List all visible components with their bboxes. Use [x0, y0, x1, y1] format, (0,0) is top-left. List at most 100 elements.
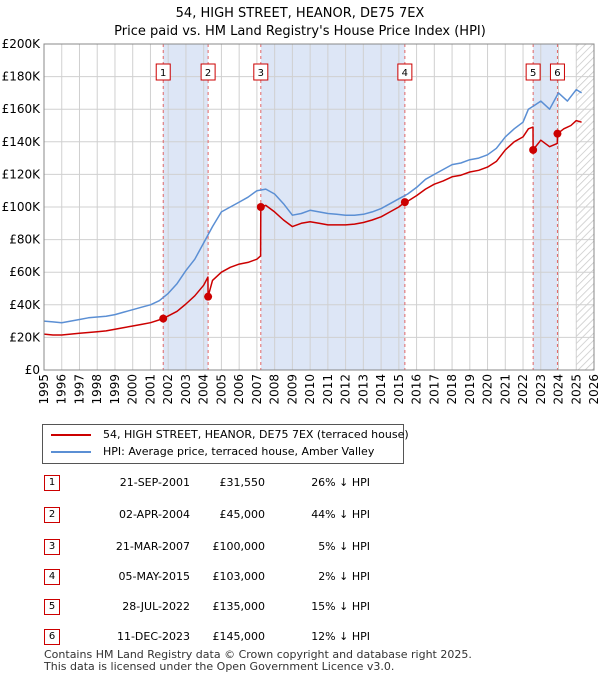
y-tick-label: £60K: [9, 265, 41, 279]
sale-number-label: 5: [530, 68, 536, 79]
x-tick-label: 2021: [498, 374, 512, 405]
sale-number-badge: 4: [44, 569, 60, 585]
y-tick-label: £120K: [2, 167, 42, 181]
sale-hpi-diff: 15% ↓ HPI: [311, 600, 370, 613]
sale-date: 02-APR-2004: [118, 508, 190, 521]
x-tick-label: 2022: [516, 374, 530, 405]
sale-hpi-diff: 12% ↓ HPI: [311, 630, 370, 643]
x-tick-label: 1995: [37, 374, 51, 405]
x-tick-label: 2010: [303, 374, 317, 405]
sale-row: 2 02-APR-2004 £45,000 44% ↓ HPI: [0, 505, 600, 525]
x-tick-label: 1996: [55, 374, 69, 405]
sale-date: 05-MAY-2015: [118, 570, 190, 583]
x-tick-label: 2023: [534, 374, 548, 405]
sale-price: £135,000: [212, 600, 266, 613]
sale-date: 28-JUL-2022: [122, 600, 190, 613]
x-tick-label: 2015: [392, 374, 406, 405]
x-tick-label: 2000: [126, 374, 140, 405]
sale-point: [159, 314, 168, 323]
price-chart: 1 2 3 4 5 6 £0 £20K £40K £60K £80K £100K £120K £140K…: [2, 37, 600, 405]
sale-point: [553, 129, 562, 138]
x-tick-label: 2018: [445, 374, 459, 405]
footer-line-copyright: Contains HM Land Registry data © Crown c…: [44, 648, 472, 661]
sale-price: £31,550: [219, 476, 266, 489]
legend-swatch-hpi: [51, 451, 91, 453]
legend-item-hpi: HPI: Average price, terraced house, Ambe…: [51, 444, 374, 460]
x-tick-label: 2003: [179, 374, 193, 405]
x-tick-label: 2020: [481, 374, 495, 405]
sale-price: £45,000: [219, 508, 266, 521]
x-tick-label: 1998: [90, 374, 104, 405]
sale-point: [529, 145, 538, 154]
y-tick-label: £180K: [2, 70, 42, 84]
y-tick-label: £80K: [9, 233, 41, 247]
sale-point: [204, 292, 213, 301]
sale-date: 21-MAR-2007: [115, 540, 190, 553]
legend-item-property: 54, HIGH STREET, HEANOR, DE75 7EX (terra…: [51, 427, 409, 443]
x-tick-label: 2013: [356, 374, 370, 405]
sale-number-badge: 3: [44, 539, 60, 555]
x-tick-label: 1997: [72, 374, 86, 405]
legend-label-property: 54, HIGH STREET, HEANOR, DE75 7EX (terra…: [103, 428, 409, 441]
y-tick-label: £200K: [2, 37, 42, 51]
legend-label-hpi: HPI: Average price, terraced house, Ambe…: [103, 445, 375, 458]
y-tick-label: £0: [25, 363, 40, 377]
x-tick-label: 2011: [321, 374, 335, 405]
x-tick-label: 2006: [232, 374, 246, 405]
sale-price: £100,000: [212, 540, 266, 553]
y-tick-label: £40K: [9, 298, 41, 312]
x-tick-label: 2014: [374, 374, 388, 405]
chart-legend: 54, HIGH STREET, HEANOR, DE75 7EX (terra…: [42, 424, 409, 464]
x-tick-label: 2026: [587, 374, 600, 405]
y-tick-label: £140K: [2, 135, 42, 149]
sale-number-badge: 6: [44, 629, 60, 645]
x-tick-label: 2008: [268, 374, 282, 405]
x-tick-label: 2016: [410, 374, 424, 405]
x-tick-label: 2024: [552, 374, 566, 405]
sale-number-badge: 5: [44, 599, 60, 615]
footer-line-licence: This data is licensed under the Open Gov…: [44, 660, 395, 673]
x-tick-label: 1999: [108, 374, 122, 405]
x-tick-label: 2005: [214, 374, 228, 405]
sale-number-box: [253, 63, 269, 81]
legend-swatch-property: [51, 434, 91, 436]
sale-row: 1 21-SEP-2001 £31,550 26% ↓ HPI: [0, 473, 600, 493]
sale-number-box: [525, 63, 541, 81]
sale-row: 3 21-MAR-2007 £100,000 5% ↓ HPI: [0, 537, 600, 557]
sale-row: 4 05-MAY-2015 £103,000 2% ↓ HPI: [0, 567, 600, 587]
sale-point: [256, 203, 265, 211]
sale-point: [400, 198, 409, 207]
sale-number-label: 6: [554, 68, 560, 79]
y-tick-label: £20K: [9, 330, 41, 344]
sale-number-box: [200, 63, 216, 81]
sale-number-box: [155, 63, 171, 81]
sale-number-label: 3: [258, 68, 264, 79]
sale-price: £145,000: [212, 630, 266, 643]
chart-title-line1: 54, HIGH STREET, HEANOR, DE75 7EX: [175, 6, 425, 21]
sale-date: 21-SEP-2001: [119, 476, 190, 489]
x-tick-label: 2025: [569, 374, 583, 405]
x-tick-label: 2009: [285, 374, 299, 405]
sale-date: 11-DEC-2023: [116, 630, 190, 643]
sale-number-box: [397, 63, 413, 81]
hpi-series-line: [44, 88, 582, 324]
sale-number-label: 2: [205, 68, 211, 79]
sale-hpi-diff: 5% ↓ HPI: [318, 540, 370, 553]
sale-row: 6 11-DEC-2023 £145,000 12% ↓ HPI: [0, 627, 600, 647]
sale-number-badge: 1: [44, 475, 60, 491]
x-tick-label: 2017: [427, 374, 441, 405]
sale-hpi-diff: 44% ↓ HPI: [311, 508, 370, 521]
sale-hpi-diff: 2% ↓ HPI: [318, 570, 370, 583]
sale-number-box: [549, 63, 565, 81]
x-tick-label: 2007: [250, 374, 264, 405]
chart-title-line2: Price paid vs. HM Land Registry's House …: [114, 24, 486, 39]
sale-number-label: 4: [402, 68, 408, 79]
sale-row: 5 28-JUL-2022 £135,000 15% ↓ HPI: [0, 597, 600, 617]
sale-number-badge: 2: [44, 507, 60, 523]
property-series-line: [44, 119, 582, 336]
x-tick-label: 2002: [161, 374, 175, 405]
x-tick-label: 2019: [463, 374, 477, 405]
footer-attribution: Contains HM Land Registry data © Crown c…: [44, 649, 472, 673]
y-tick-label: £100K: [2, 200, 42, 214]
x-tick-label: 2001: [143, 374, 157, 405]
